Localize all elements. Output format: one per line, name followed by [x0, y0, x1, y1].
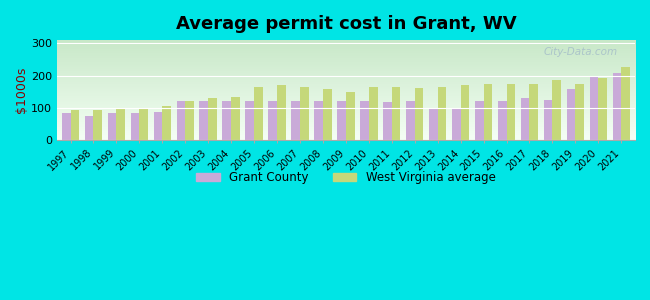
Bar: [437, 87, 447, 140]
Bar: [452, 109, 461, 140]
Bar: [177, 100, 185, 140]
Bar: [108, 112, 116, 140]
Bar: [116, 109, 125, 140]
Bar: [621, 68, 630, 140]
Bar: [360, 101, 369, 140]
Bar: [543, 100, 552, 140]
Bar: [153, 112, 162, 140]
Bar: [300, 87, 309, 140]
Bar: [429, 108, 437, 140]
Bar: [383, 102, 392, 140]
Bar: [575, 83, 584, 140]
Bar: [406, 101, 415, 140]
Bar: [231, 97, 240, 140]
Bar: [337, 101, 346, 140]
Bar: [222, 101, 231, 140]
Bar: [392, 87, 400, 140]
Bar: [590, 76, 598, 140]
Bar: [291, 100, 300, 140]
Bar: [612, 73, 621, 140]
Bar: [208, 98, 217, 140]
Legend: Grant County, West Virginia average: Grant County, West Virginia average: [192, 167, 500, 189]
Bar: [498, 101, 506, 140]
Bar: [71, 110, 79, 140]
Bar: [484, 83, 492, 140]
Bar: [131, 112, 139, 140]
Y-axis label: $1000s: $1000s: [15, 67, 28, 113]
Bar: [139, 108, 148, 140]
Bar: [246, 100, 254, 140]
Bar: [567, 89, 575, 140]
Bar: [506, 83, 515, 140]
Bar: [521, 98, 530, 140]
Bar: [254, 87, 263, 140]
Bar: [475, 101, 484, 140]
Bar: [552, 80, 561, 140]
Bar: [62, 112, 71, 140]
Bar: [415, 88, 423, 140]
Title: Average permit cost in Grant, WV: Average permit cost in Grant, WV: [176, 15, 516, 33]
Bar: [268, 101, 277, 140]
Bar: [94, 110, 102, 140]
Bar: [461, 85, 469, 140]
Bar: [598, 78, 607, 140]
Bar: [84, 116, 94, 140]
Bar: [200, 101, 208, 140]
Bar: [369, 87, 378, 140]
Bar: [346, 92, 355, 140]
Text: City-Data.com: City-Data.com: [543, 47, 618, 57]
Bar: [323, 89, 332, 140]
Bar: [530, 83, 538, 140]
Bar: [185, 100, 194, 140]
Bar: [277, 85, 286, 140]
Bar: [162, 106, 171, 140]
Bar: [314, 101, 323, 140]
